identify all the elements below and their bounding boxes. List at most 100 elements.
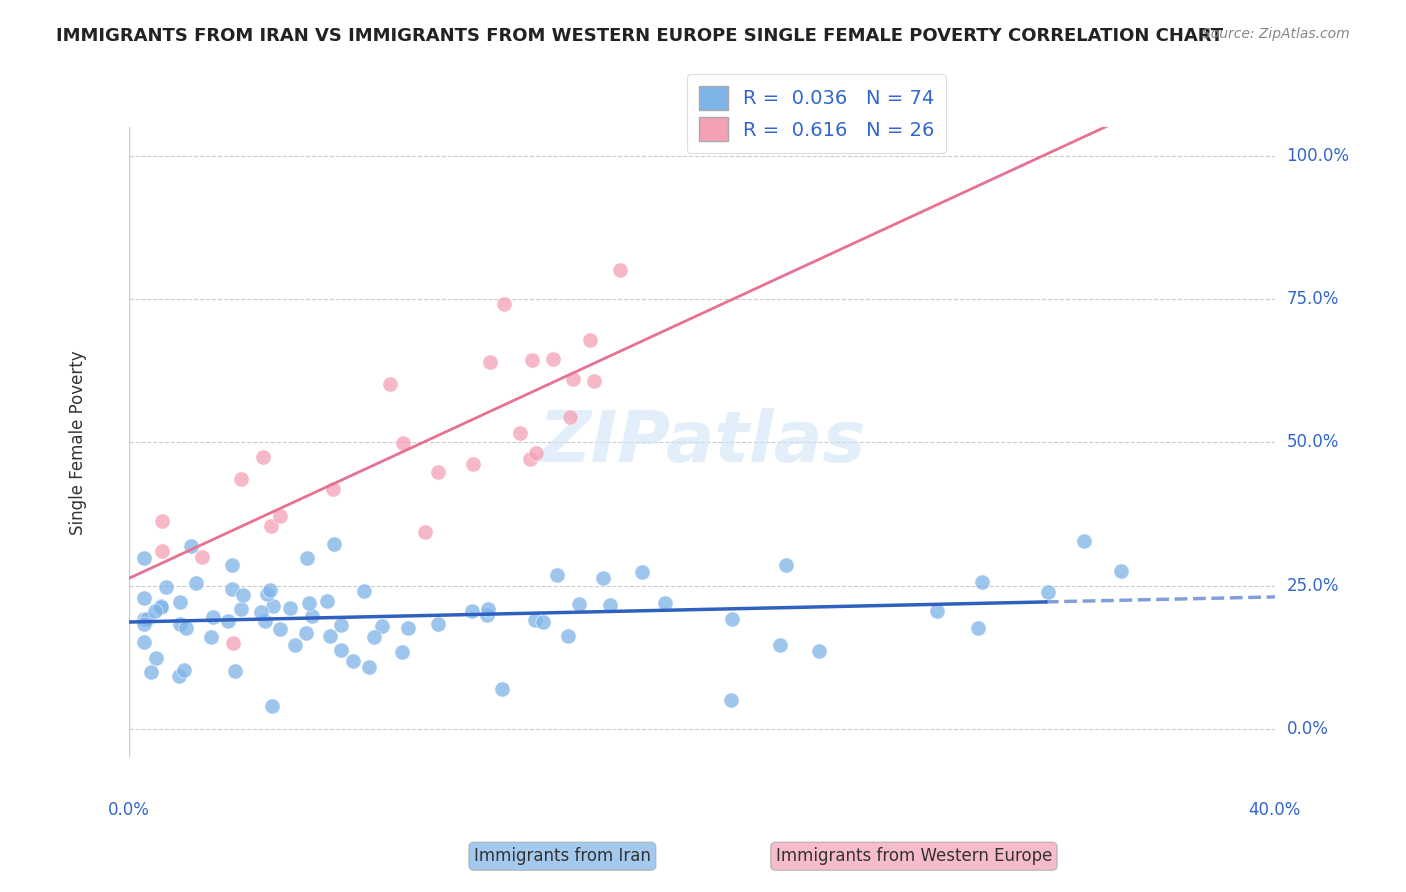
Point xyxy=(149,599,172,614)
Point xyxy=(630,565,652,579)
Point xyxy=(256,587,278,601)
Text: ZIPatlas: ZIPatlas xyxy=(538,408,866,477)
Point xyxy=(599,599,621,613)
Point xyxy=(132,612,155,626)
Point xyxy=(269,622,291,636)
Point xyxy=(222,636,245,650)
Point xyxy=(145,651,167,665)
Point xyxy=(475,608,498,623)
Point xyxy=(363,630,385,644)
Text: IMMIGRANTS FROM IRAN VS IMMIGRANTS FROM WESTERN EUROPE SINGLE FEMALE POVERTY COR: IMMIGRANTS FROM IRAN VS IMMIGRANTS FROM … xyxy=(56,27,1223,45)
Point xyxy=(132,551,155,566)
Point xyxy=(1073,533,1095,548)
Point xyxy=(582,374,605,388)
Point xyxy=(269,509,291,524)
Point xyxy=(217,614,239,628)
Point xyxy=(132,591,155,605)
Point xyxy=(392,435,415,450)
Point xyxy=(260,518,283,533)
Point xyxy=(524,446,547,460)
Point xyxy=(259,583,281,598)
Point xyxy=(519,452,541,467)
Point xyxy=(262,599,284,613)
Point xyxy=(135,612,157,626)
Point xyxy=(278,600,301,615)
Point xyxy=(329,618,352,632)
Point xyxy=(967,621,990,635)
Point xyxy=(201,609,224,624)
Point xyxy=(927,604,949,618)
Text: 100.0%: 100.0% xyxy=(1286,147,1350,165)
Point xyxy=(174,621,197,635)
Point xyxy=(546,568,568,582)
Text: 0.0%: 0.0% xyxy=(1286,720,1329,738)
Point xyxy=(262,698,284,713)
Point xyxy=(232,588,254,602)
Point xyxy=(531,615,554,629)
Point xyxy=(396,621,419,635)
Point xyxy=(371,619,394,633)
Point xyxy=(1109,565,1132,579)
Point xyxy=(221,582,243,596)
Point xyxy=(1038,585,1060,599)
Point xyxy=(353,583,375,598)
Point xyxy=(413,525,436,540)
Point xyxy=(301,609,323,624)
Point xyxy=(322,482,344,496)
Point xyxy=(557,629,579,643)
Point xyxy=(972,575,994,590)
Text: 50.0%: 50.0% xyxy=(1286,434,1339,451)
Text: 25.0%: 25.0% xyxy=(1286,576,1339,595)
Point xyxy=(391,645,413,659)
Point xyxy=(520,353,543,368)
Point xyxy=(329,642,352,657)
Point xyxy=(768,638,790,652)
Point xyxy=(200,630,222,644)
Point xyxy=(295,550,318,565)
Point xyxy=(155,580,177,594)
Point xyxy=(720,612,742,626)
Point xyxy=(463,457,485,471)
Point xyxy=(250,605,273,619)
Point xyxy=(224,664,246,678)
Point xyxy=(491,681,513,696)
Point xyxy=(191,549,214,564)
Point xyxy=(295,626,318,640)
Point xyxy=(169,617,191,632)
Point xyxy=(316,594,339,608)
Point xyxy=(221,558,243,572)
Point xyxy=(654,596,676,610)
Point xyxy=(229,472,252,486)
Point xyxy=(143,604,166,618)
Point xyxy=(568,598,591,612)
Text: Immigrants from Western Europe: Immigrants from Western Europe xyxy=(776,847,1052,865)
Point xyxy=(150,514,173,528)
Point xyxy=(775,558,797,573)
Point xyxy=(479,355,502,369)
Point xyxy=(231,601,253,615)
Point xyxy=(808,644,831,658)
Point xyxy=(427,465,450,479)
Point xyxy=(186,576,208,591)
Point xyxy=(461,603,484,617)
Point xyxy=(323,537,346,551)
Point xyxy=(592,571,614,585)
Point xyxy=(173,663,195,677)
Point xyxy=(169,595,191,609)
Point xyxy=(359,660,381,674)
Point xyxy=(558,410,581,425)
Point xyxy=(609,262,631,277)
Point xyxy=(150,543,173,558)
Text: Single Female Poverty: Single Female Poverty xyxy=(69,351,87,534)
Point xyxy=(477,602,499,616)
Point xyxy=(720,693,742,707)
Point xyxy=(523,613,546,627)
Point xyxy=(380,376,402,391)
Point xyxy=(167,669,190,683)
Point xyxy=(562,372,585,386)
Point xyxy=(254,614,277,628)
Point xyxy=(180,539,202,553)
Text: 0.0%: 0.0% xyxy=(108,802,150,820)
Point xyxy=(426,617,449,632)
Point xyxy=(492,297,515,311)
